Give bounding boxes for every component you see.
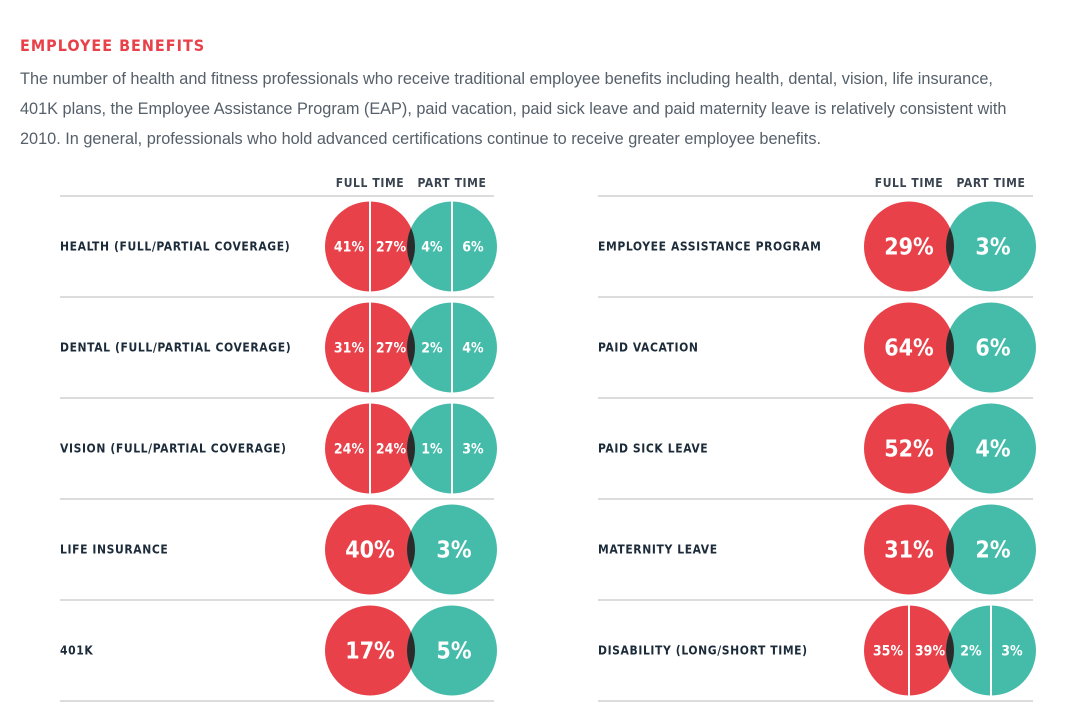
part-time-value: 3% — [975, 235, 1010, 261]
benefit-label: PAID VACATION — [598, 341, 699, 355]
full-time-circle — [864, 504, 954, 595]
part-time-value-full-coverage: 4% — [421, 240, 443, 256]
full-time-value-partial-coverage: 27% — [376, 240, 407, 256]
part-time-circle — [946, 201, 1036, 292]
part-time-value-full-coverage: 2% — [960, 644, 982, 660]
full-time-value: 40% — [345, 538, 395, 564]
part-time-value: 2% — [975, 538, 1010, 564]
part-time-circle — [946, 403, 1036, 494]
intro-paragraph: The number of health and fitness profess… — [20, 64, 1070, 154]
full-time-circle — [325, 605, 415, 696]
part-time-value-full-coverage: 1% — [421, 442, 443, 458]
full-time-circle — [325, 504, 415, 595]
part-time-circle — [407, 504, 497, 595]
part-time-value: 4% — [975, 437, 1010, 463]
part-time-value: 6% — [975, 336, 1010, 362]
full-time-value: 31% — [884, 538, 934, 564]
full-time-value: 29% — [884, 235, 934, 261]
benefit-row: VISION (FULL/PARTIAL COVERAGE) 24% 24% 1% 3% — [60, 403, 497, 494]
benefit-label: DISABILITY (LONG/SHORT TIME) — [598, 644, 808, 658]
full-time-circle — [864, 201, 954, 292]
benefit-row: LIFE INSURANCE 40% 3% — [60, 504, 497, 595]
benefit-label: MATERNITY LEAVE — [598, 543, 718, 557]
full-time-circle — [864, 403, 954, 494]
full-time-value-full-coverage: 31% — [334, 341, 365, 357]
column-header-part-time: PART TIME — [418, 176, 487, 190]
benefit-row: DENTAL (FULL/PARTIAL COVERAGE) 31% 27% 2% 4% — [60, 302, 497, 393]
intro-line: The number of health and fitness profess… — [20, 70, 993, 88]
full-time-value: 52% — [884, 437, 934, 463]
full-time-value-partial-coverage: 27% — [376, 341, 407, 357]
benefit-row: PAID VACATION 64% 6% — [598, 302, 1036, 393]
full-time-circle — [864, 302, 954, 393]
part-time-value: 5% — [436, 639, 471, 665]
benefit-row: DISABILITY (LONG/SHORT TIME) 35% 39% 2% 3% — [598, 605, 1036, 696]
part-time-value-partial-coverage: 6% — [462, 240, 484, 256]
full-time-value-full-coverage: 24% — [334, 442, 365, 458]
intro-line: 2010. In general, professionals who hold… — [20, 130, 821, 148]
full-time-value-full-coverage: 35% — [873, 644, 904, 660]
benefit-row: HEALTH (FULL/PARTIAL COVERAGE) 41% 27% 4% 6% — [60, 201, 497, 292]
part-time-value-partial-coverage: 4% — [462, 341, 484, 357]
page-title: EMPLOYEE BENEFITS — [20, 36, 206, 55]
benefit-label: PAID SICK LEAVE — [598, 442, 708, 456]
part-time-value-partial-coverage: 3% — [462, 442, 484, 458]
part-time-circle — [946, 302, 1036, 393]
part-time-circle — [946, 504, 1036, 595]
column-header-full-time: FULL TIME — [875, 176, 944, 190]
part-time-value-partial-coverage: 3% — [1001, 644, 1023, 660]
benefit-label: DENTAL (FULL/PARTIAL COVERAGE) — [60, 341, 291, 355]
benefit-label: EMPLOYEE ASSISTANCE PROGRAM — [598, 240, 821, 254]
full-time-value-full-coverage: 41% — [334, 240, 365, 256]
benefit-row: 401K 17% 5% — [60, 605, 497, 696]
benefit-row: MATERNITY LEAVE 31% 2% — [598, 504, 1036, 595]
benefit-label: 401K — [60, 644, 93, 658]
full-time-value: 64% — [884, 336, 934, 362]
intro-line: 401K plans, the Employee Assistance Prog… — [20, 100, 1007, 118]
benefit-row: EMPLOYEE ASSISTANCE PROGRAM 29% 3% — [598, 201, 1036, 292]
full-time-value: 17% — [345, 639, 395, 665]
benefit-label: LIFE INSURANCE — [60, 543, 168, 557]
full-time-value-partial-coverage: 24% — [376, 442, 407, 458]
benefit-label: VISION (FULL/PARTIAL COVERAGE) — [60, 442, 287, 456]
column-header-full-time: FULL TIME — [336, 176, 405, 190]
benefit-label: HEALTH (FULL/PARTIAL COVERAGE) — [60, 240, 290, 254]
column-header-part-time: PART TIME — [957, 176, 1026, 190]
part-time-value-full-coverage: 2% — [421, 341, 443, 357]
full-time-value-partial-coverage: 39% — [915, 644, 946, 660]
part-time-circle — [407, 605, 497, 696]
part-time-value: 3% — [436, 538, 471, 564]
benefit-row: PAID SICK LEAVE 52% 4% — [598, 403, 1036, 494]
